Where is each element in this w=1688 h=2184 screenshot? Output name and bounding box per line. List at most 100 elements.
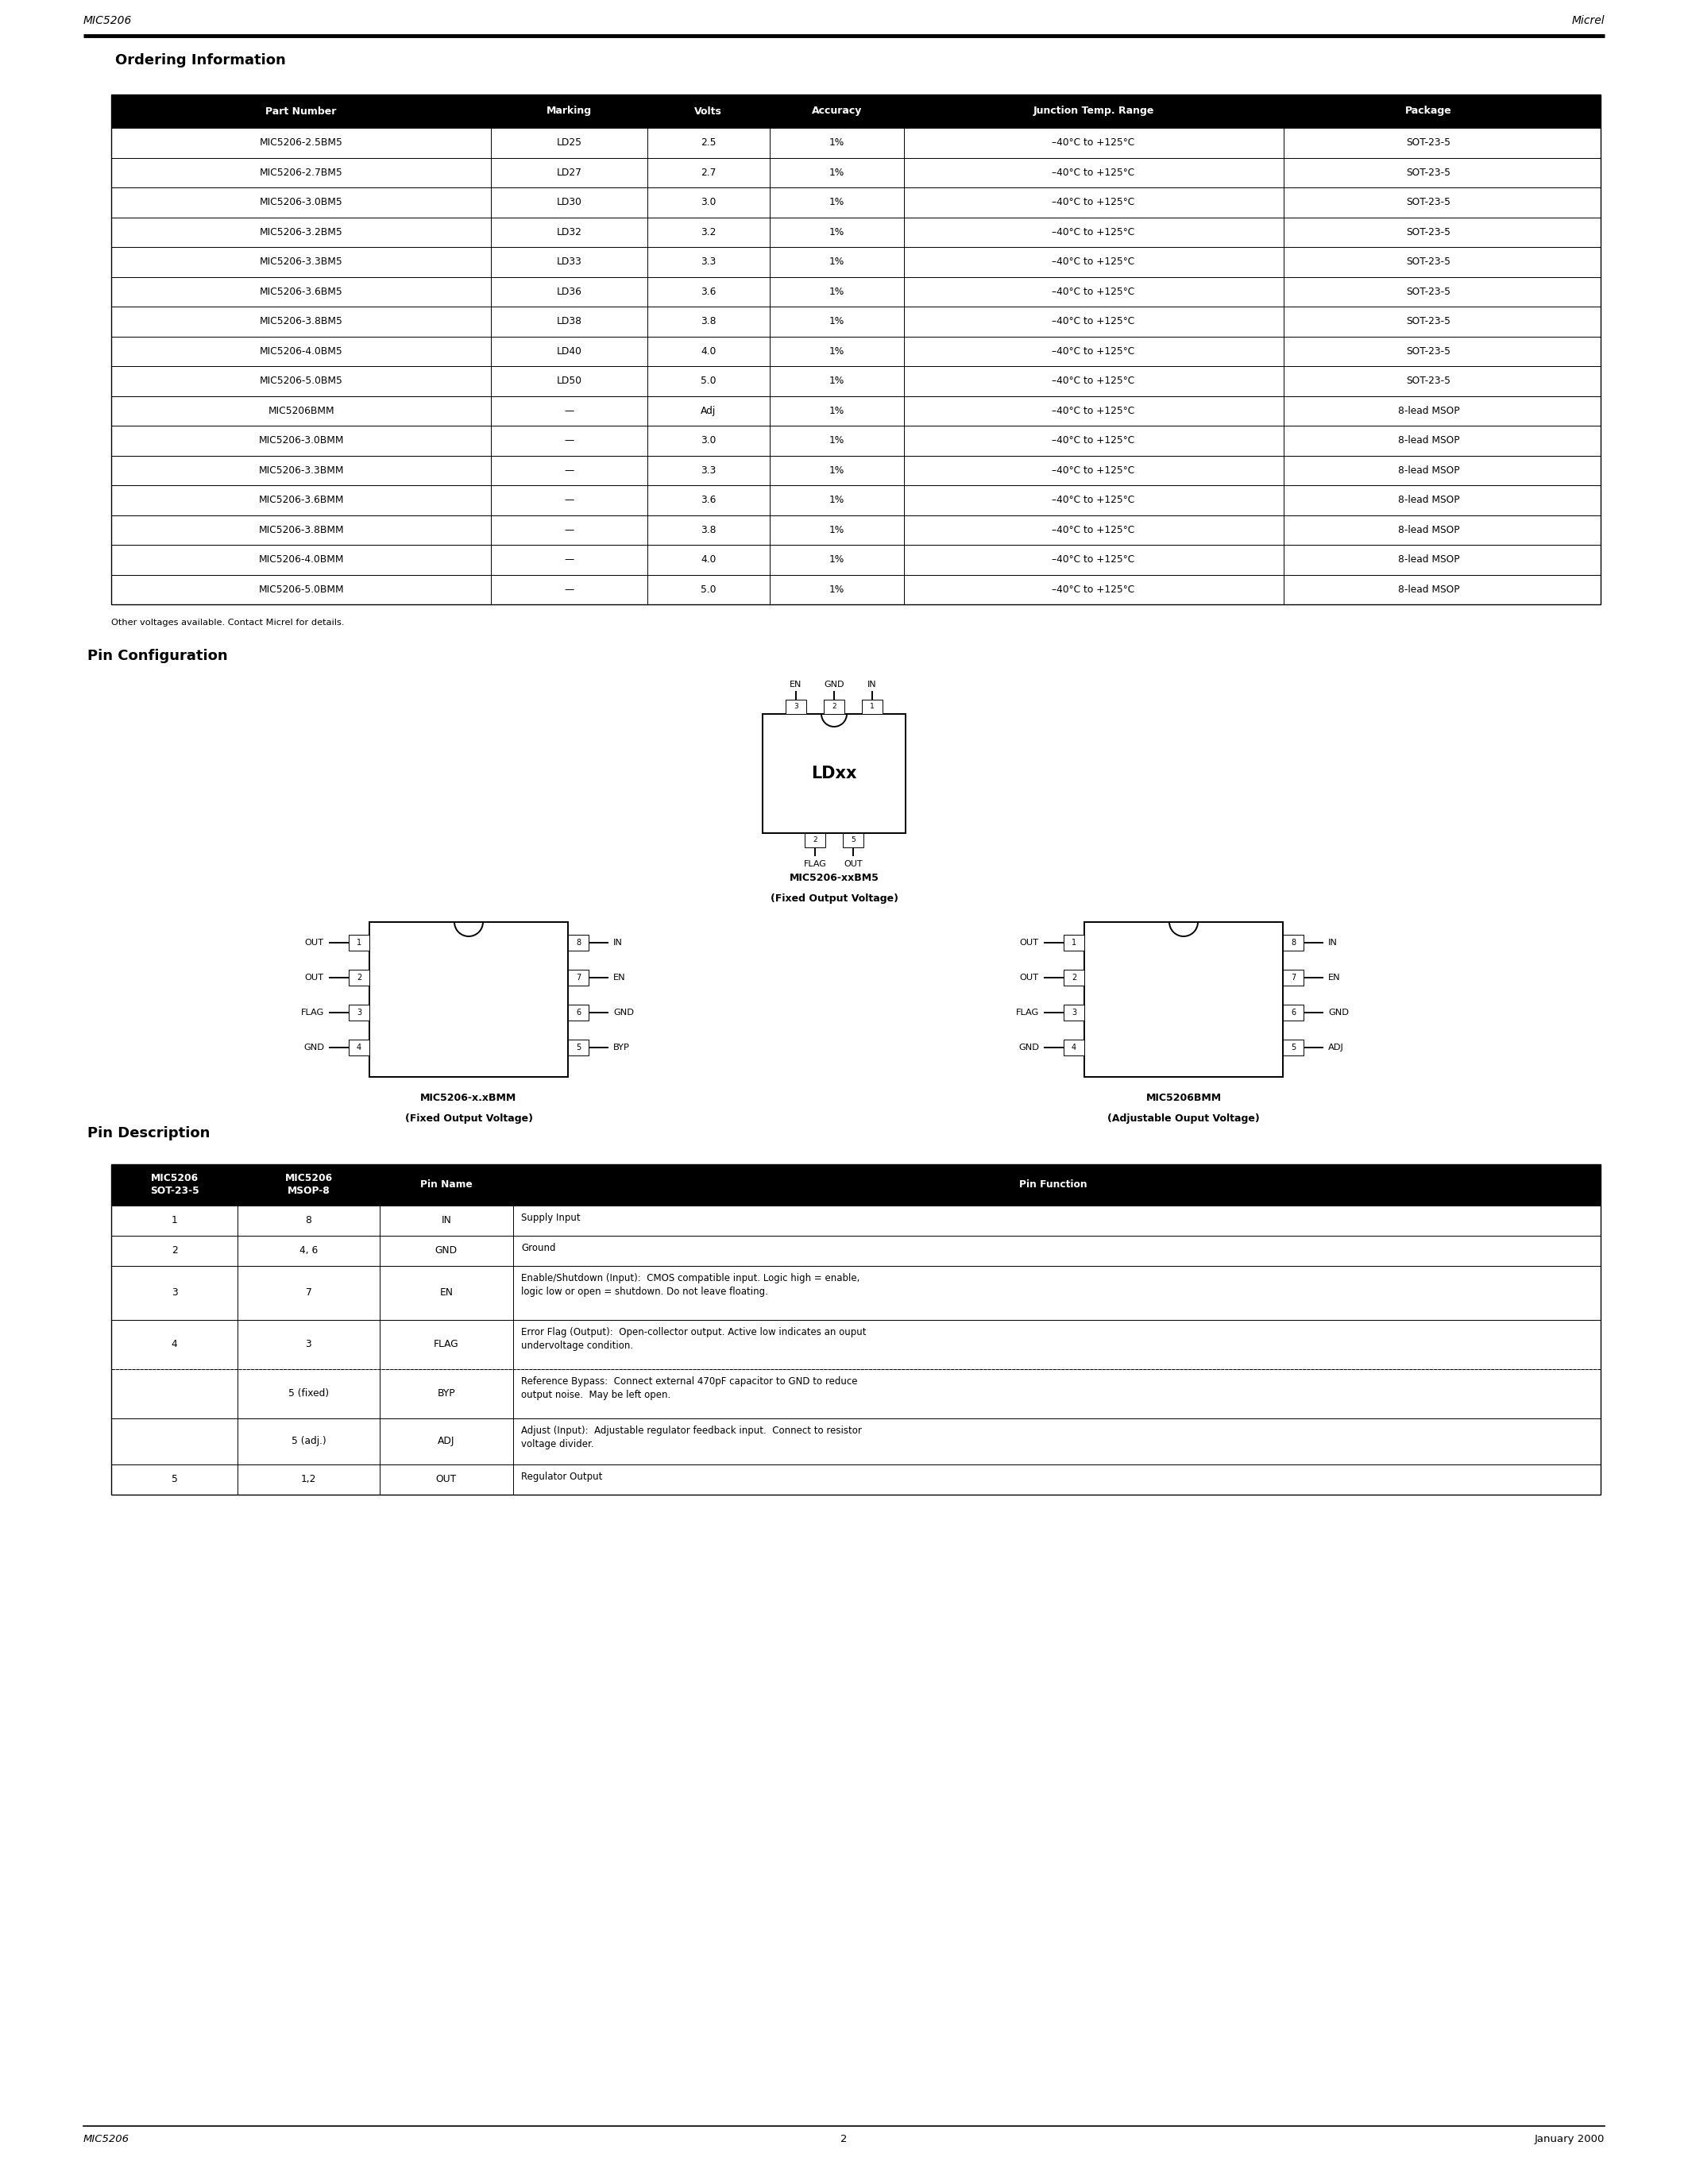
Bar: [1063, 1005, 1084, 1020]
Text: MIC5206-3.3BM5: MIC5206-3.3BM5: [260, 258, 343, 266]
Text: —: —: [564, 465, 574, 476]
Text: Adj: Adj: [701, 406, 716, 415]
Bar: [111, 216, 1600, 247]
Bar: [567, 1005, 589, 1020]
Bar: [349, 1040, 370, 1055]
Text: Error Flag (Output):  Open-collector output. Active low indicates an ouput
under: Error Flag (Output): Open-collector outp…: [522, 1328, 866, 1352]
Text: MIC5206-5.0BM5: MIC5206-5.0BM5: [260, 376, 343, 387]
Text: SOT-23-5: SOT-23-5: [1406, 197, 1452, 207]
Text: Enable/Shutdown (Input):  CMOS compatible input. Logic high = enable,
logic low : Enable/Shutdown (Input): CMOS compatible…: [522, 1273, 859, 1297]
Text: MIC5206-xxBM5: MIC5206-xxBM5: [790, 874, 879, 882]
Bar: [785, 699, 807, 714]
Text: 7: 7: [306, 1289, 312, 1297]
Text: –40°C to +125°C: –40°C to +125°C: [1052, 465, 1134, 476]
Bar: [111, 515, 1600, 544]
Text: Package: Package: [1404, 107, 1452, 116]
Text: 2.5: 2.5: [701, 138, 716, 149]
Text: –40°C to +125°C: –40°C to +125°C: [1052, 168, 1134, 177]
Text: 5: 5: [576, 1044, 581, 1051]
Text: –40°C to +125°C: –40°C to +125°C: [1052, 345, 1134, 356]
Text: EN: EN: [439, 1289, 452, 1297]
Text: LD32: LD32: [557, 227, 582, 238]
Text: MIC5206-3.2BM5: MIC5206-3.2BM5: [260, 227, 343, 238]
Text: 8-lead MSOP: 8-lead MSOP: [1398, 585, 1460, 594]
Bar: [111, 456, 1600, 485]
Text: MIC5206-4.0BMM: MIC5206-4.0BMM: [258, 555, 344, 566]
Bar: [824, 699, 844, 714]
Text: EN: EN: [613, 974, 626, 981]
Text: 3: 3: [306, 1339, 312, 1350]
Text: –40°C to +125°C: –40°C to +125°C: [1052, 376, 1134, 387]
Text: 3.8: 3.8: [701, 317, 716, 328]
Bar: [842, 832, 864, 847]
Bar: [349, 1005, 370, 1020]
Text: 7: 7: [1291, 974, 1296, 981]
Text: Pin Description: Pin Description: [88, 1127, 209, 1140]
Bar: [111, 367, 1600, 395]
Text: 4, 6: 4, 6: [299, 1245, 317, 1256]
Text: OUT: OUT: [844, 860, 863, 867]
Bar: [111, 1206, 1600, 1236]
Text: —: —: [564, 435, 574, 446]
Text: 4.0: 4.0: [701, 555, 716, 566]
Text: 8-lead MSOP: 8-lead MSOP: [1398, 555, 1460, 566]
Text: IN: IN: [868, 681, 876, 688]
Bar: [111, 1267, 1600, 1319]
Text: 3: 3: [172, 1289, 177, 1297]
Text: Ordering Information: Ordering Information: [115, 52, 285, 68]
Text: LD40: LD40: [557, 345, 582, 356]
Text: 5.0: 5.0: [701, 376, 716, 387]
Bar: [349, 970, 370, 985]
Text: 5 (adj.): 5 (adj.): [292, 1437, 326, 1446]
Text: MIC5206-3.6BM5: MIC5206-3.6BM5: [260, 286, 343, 297]
Text: BYP: BYP: [437, 1389, 456, 1400]
Text: 8: 8: [306, 1216, 312, 1225]
Text: 1%: 1%: [829, 555, 844, 566]
Text: OUT: OUT: [306, 939, 324, 946]
Text: 1%: 1%: [829, 286, 844, 297]
Text: 1%: 1%: [829, 345, 844, 356]
Text: SOT-23-5: SOT-23-5: [1406, 168, 1452, 177]
Text: 6: 6: [1291, 1009, 1296, 1016]
Text: GND: GND: [613, 1009, 635, 1016]
Text: 5: 5: [1291, 1044, 1296, 1051]
Text: –40°C to +125°C: –40°C to +125°C: [1052, 138, 1134, 149]
Text: –40°C to +125°C: –40°C to +125°C: [1052, 585, 1134, 594]
Text: IN: IN: [1328, 939, 1337, 946]
Text: –40°C to +125°C: –40°C to +125°C: [1052, 317, 1134, 328]
Bar: [1063, 1040, 1084, 1055]
Bar: [111, 277, 1600, 306]
Text: (Fixed Output Voltage): (Fixed Output Voltage): [770, 893, 898, 904]
Text: MIC5206-3.0BM5: MIC5206-3.0BM5: [260, 197, 343, 207]
Text: 2: 2: [1072, 974, 1077, 981]
Text: MIC5206-x.xBMM: MIC5206-x.xBMM: [420, 1092, 517, 1103]
Text: MIC5206-3.8BMM: MIC5206-3.8BMM: [258, 524, 344, 535]
Text: Volts: Volts: [695, 107, 722, 116]
Text: –40°C to +125°C: –40°C to +125°C: [1052, 555, 1134, 566]
Text: OUT: OUT: [1020, 974, 1040, 981]
Text: Accuracy: Accuracy: [812, 107, 863, 116]
Text: 8-lead MSOP: 8-lead MSOP: [1398, 435, 1460, 446]
Text: IN: IN: [441, 1216, 451, 1225]
Text: –40°C to +125°C: –40°C to +125°C: [1052, 496, 1134, 505]
Text: 1: 1: [1072, 939, 1077, 946]
Text: 1: 1: [356, 939, 361, 946]
Text: 8-lead MSOP: 8-lead MSOP: [1398, 496, 1460, 505]
Text: Pin Configuration: Pin Configuration: [88, 649, 228, 664]
Bar: [805, 832, 825, 847]
Text: 1%: 1%: [829, 435, 844, 446]
Bar: [567, 935, 589, 950]
Text: 1%: 1%: [829, 168, 844, 177]
Text: Junction Temp. Range: Junction Temp. Range: [1033, 107, 1155, 116]
Bar: [111, 94, 1600, 605]
Text: LD38: LD38: [557, 317, 582, 328]
Text: SOT-23-5: SOT-23-5: [1406, 317, 1452, 328]
Text: Pin Function: Pin Function: [1020, 1179, 1087, 1190]
Bar: [111, 1164, 1600, 1494]
Text: MIC5206: MIC5206: [83, 2134, 130, 2145]
Text: 2: 2: [832, 703, 836, 710]
Text: MIC5206-5.0BMM: MIC5206-5.0BMM: [258, 585, 344, 594]
Text: (Adjustable Ouput Voltage): (Adjustable Ouput Voltage): [1107, 1114, 1259, 1125]
Text: 1: 1: [172, 1216, 177, 1225]
Text: LD27: LD27: [557, 168, 582, 177]
